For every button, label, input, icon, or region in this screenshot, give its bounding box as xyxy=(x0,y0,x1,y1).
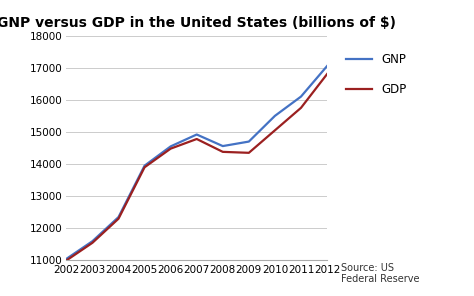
Line: GDP: GDP xyxy=(66,74,327,260)
GDP xyxy=(90,241,95,244)
Line: GNP: GNP xyxy=(66,66,327,259)
GDP xyxy=(64,259,69,262)
GDP xyxy=(246,151,252,155)
GNP xyxy=(194,133,200,136)
GNP xyxy=(116,215,121,219)
Title: GNP versus GDP in the United States (billions of $): GNP versus GDP in the United States (bil… xyxy=(0,16,396,30)
GNP xyxy=(324,64,330,68)
GNP xyxy=(246,140,252,143)
GDP xyxy=(220,150,226,154)
GDP xyxy=(194,137,200,141)
GNP xyxy=(220,144,226,148)
GNP xyxy=(142,164,147,168)
GDP xyxy=(168,147,173,150)
GNP xyxy=(64,257,69,261)
GDP xyxy=(324,72,330,76)
GNP xyxy=(298,95,304,98)
GNP xyxy=(90,239,95,243)
GNP xyxy=(168,145,173,148)
Text: Source: US
Federal Reserve: Source: US Federal Reserve xyxy=(341,263,420,284)
GNP xyxy=(272,114,278,118)
GDP xyxy=(298,106,304,110)
GDP xyxy=(116,217,121,221)
GDP xyxy=(142,165,147,169)
GDP xyxy=(272,128,278,132)
Legend: GNP, GDP: GNP, GDP xyxy=(346,53,407,96)
